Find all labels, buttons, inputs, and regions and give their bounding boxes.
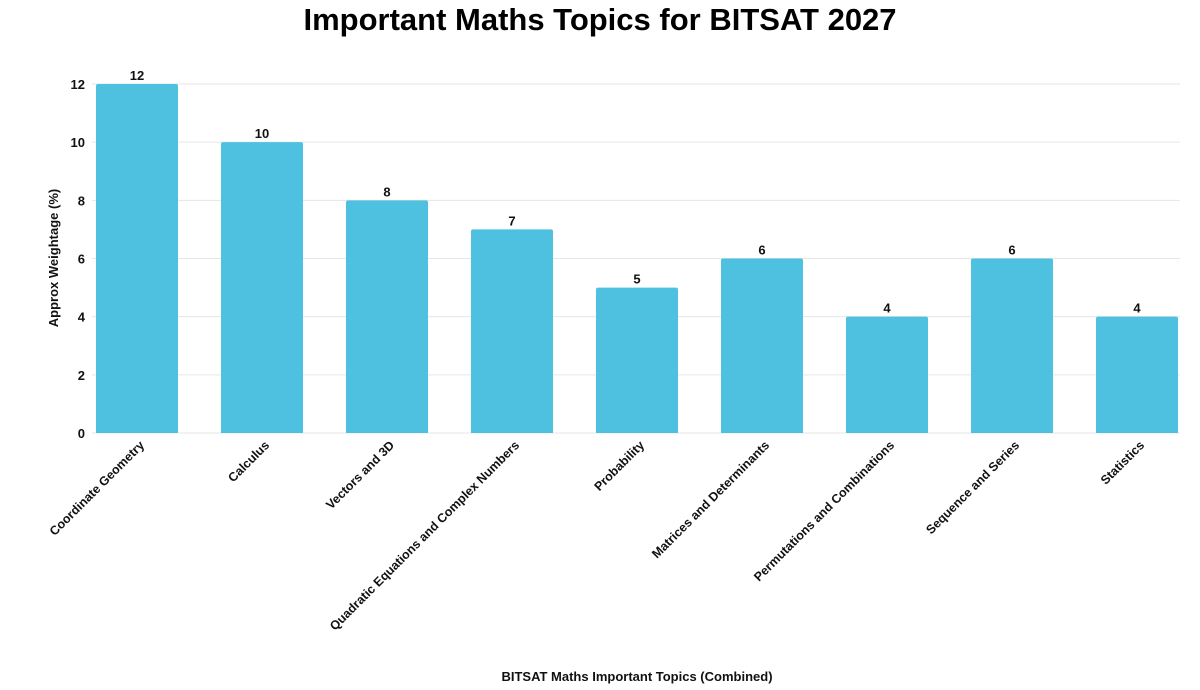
y-tick-label: 4 — [78, 310, 86, 325]
y-tick-label: 10 — [71, 135, 85, 150]
data-label: 4 — [1133, 301, 1141, 316]
bar — [596, 287, 678, 433]
data-label: 12 — [130, 68, 144, 83]
bar — [96, 84, 178, 433]
data-label: 4 — [883, 301, 891, 316]
y-tick-label: 12 — [71, 77, 85, 92]
data-label: 8 — [383, 184, 390, 199]
y-tick-label: 6 — [78, 252, 85, 267]
x-category-label: Matrices and Determinants — [649, 438, 772, 561]
data-label: 6 — [1008, 243, 1015, 258]
bar — [846, 316, 928, 433]
data-label: 6 — [758, 243, 765, 258]
data-label: 10 — [255, 126, 269, 141]
x-axis-title: BITSAT Maths Important Topics (Combined) — [501, 669, 772, 684]
bar — [346, 200, 428, 433]
y-tick-label: 8 — [78, 193, 85, 208]
bar — [1096, 316, 1178, 433]
bar — [721, 258, 803, 433]
x-category-label: Coordinate Geometry — [47, 438, 147, 538]
x-category-label: Statistics — [1098, 438, 1147, 487]
bar — [471, 229, 553, 433]
data-label: 5 — [633, 272, 640, 287]
bar — [221, 142, 303, 433]
x-category-label: Probability — [592, 438, 648, 494]
bar-layer — [96, 84, 1178, 433]
y-tick-label: 2 — [78, 368, 85, 383]
x-category-label: Sequence and Series — [923, 438, 1022, 537]
x-category-label: Calculus — [225, 438, 272, 485]
y-tick-label: 0 — [78, 426, 85, 441]
x-category-label: Permutations and Combinations — [751, 438, 897, 584]
bar — [971, 258, 1053, 433]
x-category-label: Vectors and 3D — [323, 438, 397, 512]
data-label: 7 — [508, 213, 515, 228]
x-category-label: Quadratic Equations and Complex Numbers — [327, 438, 522, 633]
y-axis-title: Approx Weightage (%) — [46, 189, 61, 327]
chart-title: Important Maths Topics for BITSAT 2027 — [303, 2, 897, 37]
